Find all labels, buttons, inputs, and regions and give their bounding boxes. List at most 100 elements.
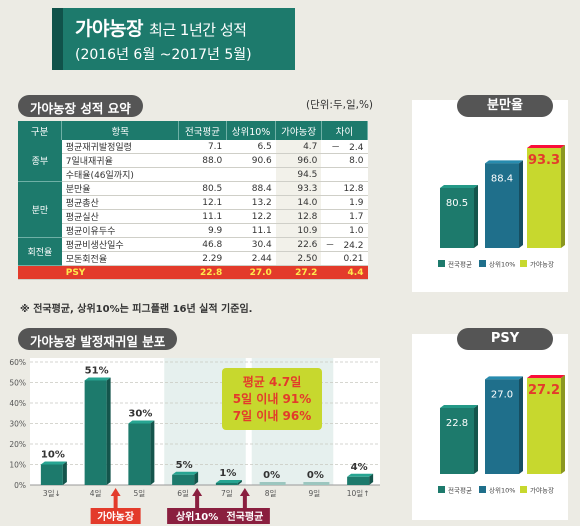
farrowing-rate-title: 분만율 bbox=[457, 95, 553, 117]
cell-farm: 93.3 bbox=[275, 181, 322, 196]
cell-top: 6.5 bbox=[226, 140, 276, 154]
bar-top bbox=[172, 471, 199, 475]
cell-top: 90.6 bbox=[226, 153, 276, 168]
x-tick-label: 7일 bbox=[221, 489, 233, 498]
table-header-row: 구분 항목 전국평균 상위10% 가야농장 차이 bbox=[18, 121, 369, 140]
farm-title: 가야농장 bbox=[75, 18, 143, 40]
x-tick-label: 3일↓ bbox=[43, 489, 61, 498]
bar bbox=[440, 188, 474, 248]
cell-top: 88.4 bbox=[226, 181, 276, 196]
column-header: 전국평균 bbox=[178, 121, 227, 140]
value-label: 51% bbox=[85, 365, 109, 376]
column-header: 상위10% bbox=[226, 121, 277, 140]
cell-top: 11.1 bbox=[226, 223, 276, 238]
table-row: 평균총산 12.1 13.2 14.0 1.9 bbox=[18, 195, 368, 210]
marker-stem bbox=[195, 496, 200, 508]
legend-swatch bbox=[479, 260, 486, 267]
summary-section-title: 가야농장 성적 요약 bbox=[18, 95, 143, 117]
table-row: 분만 분만율 80.5 88.4 93.3 12.8 bbox=[18, 181, 368, 238]
header-period: (2016년 6월 ~2017년 5월) bbox=[75, 47, 252, 63]
bar bbox=[172, 474, 195, 485]
table-row: 종부 평균재귀발정일령 7.1 6.5 4.7 － 2.4 bbox=[18, 140, 368, 182]
table-row: 7일내재귀율 88.0 90.6 96.0 8.0 bbox=[18, 153, 368, 168]
legend-swatch bbox=[438, 486, 445, 493]
y-tick-label: 0% bbox=[14, 481, 26, 490]
cell-farm: 10.9 bbox=[275, 223, 322, 238]
x-tick-label: 10일↑ bbox=[347, 489, 370, 498]
x-tick-label: 8일 bbox=[265, 489, 277, 498]
value-label: 10% bbox=[41, 450, 65, 461]
cell-item: 평균실산 bbox=[61, 209, 179, 224]
marker-stem bbox=[242, 496, 247, 508]
callout-line: 5일 이내 91% bbox=[233, 391, 312, 406]
marker-label: 전국평균 bbox=[226, 510, 263, 523]
bar-side bbox=[519, 160, 523, 248]
cell-item: 평균이유두수 bbox=[61, 223, 179, 238]
cell-item: 평균총산 bbox=[61, 195, 179, 210]
cell-avg: 9.9 bbox=[178, 223, 227, 238]
x-tick-label: 6일 bbox=[177, 489, 189, 498]
header-subtitle: 최근 1년간 성적 bbox=[149, 21, 247, 39]
cell-diff bbox=[321, 167, 368, 182]
psy-cell-top: 27.0 bbox=[226, 265, 276, 280]
cell-farm: 4.7 bbox=[275, 140, 322, 154]
x-tick-label: 5일 bbox=[134, 489, 146, 498]
psy-row-spacer bbox=[18, 265, 62, 280]
cell-diff: － 24.2 bbox=[321, 237, 368, 252]
psy-cell-avg: 22.8 bbox=[178, 265, 227, 280]
bar-side bbox=[150, 420, 155, 485]
table-row: 회전율 평균비생산일수 46.8 30.4 22.6 － 24.2 bbox=[18, 237, 368, 266]
cell-item: 수태율(46일까지) bbox=[61, 167, 179, 182]
value-label: 1% bbox=[219, 468, 236, 479]
table-row: 평균이유두수 9.9 11.1 10.9 1.0 bbox=[18, 223, 368, 238]
table-row: 모돈회전율 2.29 2.44 2.50 0.21 bbox=[18, 251, 368, 266]
column-header: 차이 bbox=[321, 121, 369, 140]
value-label: 80.5 bbox=[446, 198, 468, 209]
cell-farm: 14.0 bbox=[275, 195, 322, 210]
bar bbox=[485, 379, 519, 474]
cell-diff: － 2.4 bbox=[321, 140, 368, 154]
header-title-line: 가야농장 최근 1년간 성적 bbox=[75, 14, 295, 41]
y-tick-label: 60% bbox=[9, 358, 26, 367]
value-label: 22.8 bbox=[446, 418, 468, 429]
bar bbox=[303, 482, 330, 485]
psy-cell-farm: 27.2 bbox=[275, 265, 322, 280]
bar-side bbox=[519, 376, 523, 474]
bar-top bbox=[485, 160, 523, 164]
marker-label: 가야농장 bbox=[97, 510, 135, 523]
bar bbox=[128, 423, 151, 485]
legend-label: 상위10% bbox=[489, 486, 515, 495]
group-label: 회전율 bbox=[18, 237, 62, 266]
bar-top bbox=[440, 185, 478, 188]
bar bbox=[84, 380, 107, 485]
bar-side bbox=[369, 473, 374, 485]
cell-avg: 80.5 bbox=[178, 181, 227, 196]
bar bbox=[527, 378, 561, 474]
bar-top bbox=[347, 473, 374, 477]
x-tick-label: 4일 bbox=[90, 489, 102, 498]
cell-avg: 12.1 bbox=[178, 195, 227, 210]
y-tick-label: 10% bbox=[9, 461, 26, 470]
psy-row: PSY 22.8 27.0 27.2 4.4 bbox=[18, 265, 368, 280]
column-header: 항목 bbox=[61, 121, 180, 140]
value-label: 27.0 bbox=[491, 389, 513, 400]
psy-chart: 22.8 27.0 27.2 전국평균 상위10% 가야농장 bbox=[438, 375, 565, 495]
bar-side bbox=[561, 145, 565, 248]
bar-side bbox=[106, 377, 111, 485]
cell-diff: 8.0 bbox=[321, 153, 368, 168]
legend-label: 전국평균 bbox=[448, 260, 472, 269]
y-tick-label: 50% bbox=[9, 379, 26, 388]
bar bbox=[215, 482, 238, 485]
bar-top bbox=[527, 145, 565, 148]
bar bbox=[259, 482, 286, 485]
cell-top: 13.2 bbox=[226, 195, 276, 210]
marker-arrow bbox=[110, 488, 121, 496]
cell-farm: 96.0 bbox=[275, 153, 322, 168]
bar bbox=[440, 408, 474, 474]
group-label: 종부 bbox=[18, 140, 62, 182]
psy-cell-diff: 4.4 bbox=[321, 265, 368, 280]
y-tick-label: 20% bbox=[9, 440, 26, 449]
psy-title: PSY bbox=[457, 328, 553, 350]
bar bbox=[40, 464, 63, 485]
legend-label: 상위10% bbox=[489, 260, 515, 269]
